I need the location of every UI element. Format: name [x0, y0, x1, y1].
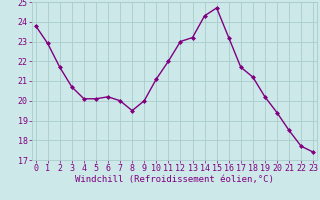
X-axis label: Windchill (Refroidissement éolien,°C): Windchill (Refroidissement éolien,°C)	[75, 175, 274, 184]
